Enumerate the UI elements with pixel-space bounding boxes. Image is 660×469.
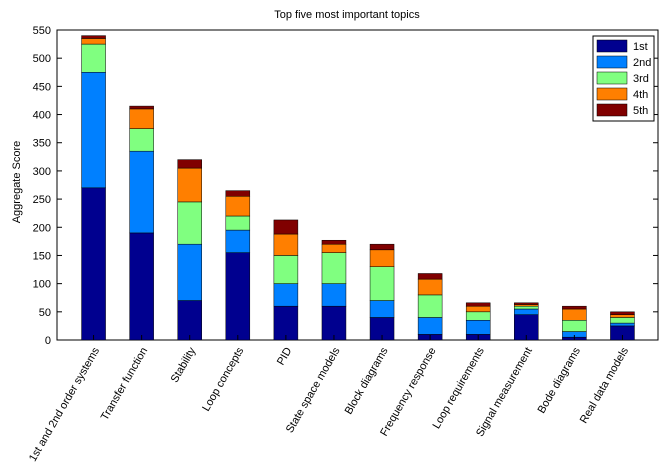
legend-label-5th: 5th	[633, 105, 648, 117]
bar-segment-4th	[610, 314, 635, 318]
legend-label-1st: 1st	[633, 41, 648, 53]
bar-segment-3rd	[129, 128, 154, 152]
bar-segment-1st	[225, 252, 251, 341]
x-tick-label: Real data models	[578, 345, 631, 426]
bar-segment-5th	[562, 305, 587, 310]
bar-segment-4th	[417, 278, 443, 296]
bar-segment-4th	[369, 249, 395, 267]
bar-segment-3rd	[417, 294, 443, 318]
bar-segment-3rd	[81, 43, 106, 73]
bar-segment-3rd	[225, 215, 251, 231]
x-tick-label: Loop concepts	[200, 345, 246, 413]
bar-segment-2nd	[177, 243, 202, 301]
bar-segment-2nd	[369, 300, 395, 318]
bar-segment-3rd	[177, 201, 202, 245]
x-tick-label: Stability	[169, 345, 199, 385]
legend-swatch-2nd	[596, 55, 628, 69]
bar-segment-4th	[562, 308, 587, 321]
bar-segment-2nd	[514, 308, 539, 315]
bar-segment-1st	[321, 305, 347, 341]
bar-segment-3rd	[562, 320, 587, 332]
plot-area: 0 50 100 150 200 250 300 350 400 450 500 550 1st and…	[27, 25, 659, 464]
bar-segment-4th	[81, 38, 106, 45]
bar-segment-3rd	[465, 311, 491, 321]
bar-segment-1st	[177, 300, 202, 341]
bar-segment-1st	[129, 232, 154, 341]
y-tick-label: 400	[33, 110, 51, 122]
bar-segment-4th	[465, 305, 491, 313]
x-tick-label: Transfer function	[99, 346, 150, 423]
bar-segment-4th	[514, 304, 539, 307]
bar-segment-4th	[273, 233, 299, 256]
bar-segment-3rd	[514, 305, 539, 310]
x-tick-label: Block diagrams	[343, 345, 391, 417]
y-tick-label: 100	[33, 279, 51, 291]
y-tick-label: 550	[33, 25, 51, 37]
legend-swatch-1st	[596, 39, 628, 53]
bar-segment-4th	[225, 196, 251, 217]
bar-segment-5th	[321, 239, 347, 245]
bar-segment-3rd	[610, 317, 635, 324]
x-tick-label: Loop requirements	[431, 345, 488, 431]
x-tick-label: 1st and 2nd order systems	[27, 345, 102, 464]
y-tick-label: 150	[33, 250, 51, 262]
bar-segment-5th	[514, 302, 539, 305]
bar-segment-3rd	[273, 255, 299, 284]
x-tick-label: State space models	[284, 345, 343, 435]
legend-label-2nd: 2nd	[633, 57, 651, 69]
bar-segment-4th	[177, 167, 202, 203]
bar-segment-5th	[369, 243, 395, 251]
y-axis-label: Aggregate Score	[11, 141, 23, 224]
bar-segment-2nd	[129, 150, 154, 234]
legend-swatch-5th	[596, 103, 628, 117]
y-tick-label: 350	[33, 138, 51, 150]
y-tick-label: 450	[33, 81, 51, 93]
y-tick-label: 0	[45, 335, 51, 347]
legend-swatch-3rd	[596, 71, 628, 85]
chart-title: Top five most important topics	[274, 9, 420, 21]
bar-segment-5th	[273, 219, 299, 235]
legend-label-3rd: 3rd	[633, 73, 649, 85]
x-tick-label: PID	[275, 345, 295, 367]
bar-segment-2nd	[465, 320, 491, 335]
bar-segment-5th	[465, 302, 491, 307]
x-tick-label: Signal measurement	[474, 346, 535, 439]
y-tick-label: 500	[33, 53, 51, 65]
bar-segment-5th	[225, 190, 251, 197]
bar-segment-3rd	[369, 266, 395, 301]
bar-segment-2nd	[81, 72, 106, 189]
bar-segment-2nd	[610, 322, 635, 327]
legend-label-4th: 4th	[633, 89, 648, 101]
bar-segment-3rd	[321, 252, 347, 284]
legend-swatch-4th	[596, 87, 628, 101]
bar-segment-2nd	[321, 283, 347, 307]
y-tick-label: 50	[39, 307, 51, 319]
bar-segment-2nd	[225, 229, 251, 253]
plot-frame	[56, 29, 659, 341]
x-tick-label: Bode diagrams	[536, 345, 584, 416]
bar-segment-5th	[610, 311, 635, 315]
bar-segment-5th	[417, 273, 443, 280]
bar-segment-2nd	[273, 283, 299, 307]
bar-segment-4th	[321, 243, 347, 253]
bar-segment-1st	[273, 305, 299, 341]
bar-segment-1st	[81, 187, 106, 341]
y-tick-label: 250	[33, 194, 51, 206]
bar-segment-5th	[177, 159, 202, 169]
y-tick-label: 200	[33, 222, 51, 234]
bar-segment-4th	[129, 108, 154, 129]
bar-segment-2nd	[417, 317, 443, 335]
bar-segment-5th	[129, 105, 154, 110]
y-tick-label: 300	[33, 166, 51, 178]
x-tick-label: Frequency response	[378, 346, 439, 439]
bar-segment-5th	[81, 35, 106, 39]
